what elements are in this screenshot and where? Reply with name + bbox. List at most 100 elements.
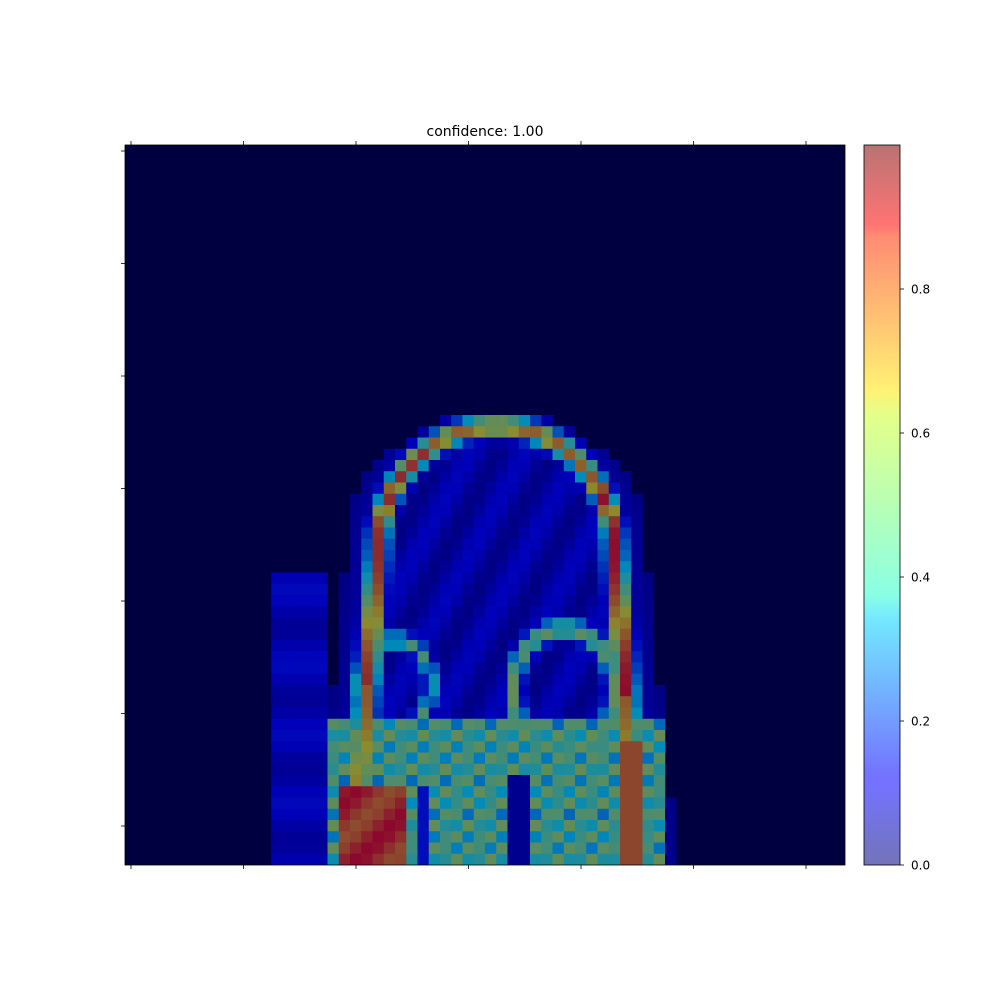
heatmap-cell xyxy=(597,752,610,765)
heatmap-cell xyxy=(462,505,475,517)
heatmap-cell xyxy=(530,662,542,675)
heatmap-cell xyxy=(665,842,677,855)
heatmap-cell xyxy=(496,583,508,596)
heatmap-cell xyxy=(361,572,373,585)
heatmap-cell xyxy=(428,752,441,765)
heatmap-cell xyxy=(417,696,430,708)
heatmap-cell xyxy=(316,651,328,663)
heatmap-cell xyxy=(406,505,418,517)
heatmap-cell xyxy=(530,730,542,742)
heatmap-cell xyxy=(642,685,655,697)
heatmap-cell xyxy=(496,763,508,776)
heatmap-cell xyxy=(496,482,508,495)
heatmap-cell xyxy=(608,493,621,506)
heatmap-cell xyxy=(462,550,475,562)
heatmap-cell xyxy=(518,426,531,438)
heatmap-cell xyxy=(451,426,463,438)
heatmap-cell xyxy=(395,561,407,573)
heatmap-cell xyxy=(597,831,610,843)
heatmap-cell xyxy=(271,775,283,787)
heatmap-cell xyxy=(507,516,520,528)
heatmap-cell xyxy=(440,448,452,461)
heatmap-cell xyxy=(597,550,610,562)
heatmap-cell xyxy=(406,572,418,585)
heatmap-cell xyxy=(597,572,610,585)
heatmap-cell xyxy=(462,651,475,663)
heatmap-cell xyxy=(462,775,475,787)
heatmap-cell xyxy=(406,606,418,618)
heatmap-cell xyxy=(597,730,610,742)
heatmap-cell xyxy=(541,426,553,438)
heatmap-cell xyxy=(316,831,328,843)
heatmap-cell xyxy=(462,696,475,708)
heatmap-cell xyxy=(451,460,463,472)
heatmap-cell xyxy=(473,426,486,438)
heatmap-cell xyxy=(485,640,497,652)
heatmap-cell xyxy=(383,617,396,630)
heatmap-cell xyxy=(507,538,520,551)
heatmap-cell xyxy=(383,595,396,607)
heatmap-cell xyxy=(473,673,486,686)
heatmap-cell xyxy=(496,415,508,427)
heatmap-cell xyxy=(653,696,666,708)
heatmap-cell xyxy=(473,775,486,787)
heatmap-cell xyxy=(530,527,542,540)
heatmap-cell xyxy=(350,797,362,810)
heatmap-cell xyxy=(642,741,655,753)
heatmap-cell xyxy=(428,628,441,641)
heatmap-cell xyxy=(575,662,587,675)
heatmap-cell xyxy=(338,572,351,585)
heatmap-cell xyxy=(631,640,643,652)
heatmap-cell xyxy=(293,651,306,663)
heatmap-cell xyxy=(563,820,576,832)
heatmap-cell xyxy=(642,820,655,832)
heatmap-cell xyxy=(316,842,328,855)
heatmap-cell xyxy=(473,707,486,720)
heatmap-cell xyxy=(608,583,621,596)
heatmap-cell xyxy=(271,797,283,810)
heatmap-cell xyxy=(293,730,306,742)
heatmap-cell xyxy=(530,820,542,832)
heatmap-cell xyxy=(507,460,520,472)
heatmap-cell xyxy=(608,460,621,472)
heatmap-cell xyxy=(552,595,565,607)
heatmap-cell xyxy=(372,696,385,708)
heatmap-cell xyxy=(417,595,430,607)
heatmap-cell xyxy=(507,415,520,427)
heatmap-cell xyxy=(440,842,452,855)
heatmap-cell xyxy=(361,471,373,483)
heatmap-cell xyxy=(653,820,666,832)
heatmap-cell xyxy=(440,763,452,776)
heatmap-cell xyxy=(597,673,610,686)
heatmap-cell xyxy=(530,786,542,798)
heatmap-cell xyxy=(316,752,328,765)
heatmap-cell xyxy=(428,550,441,562)
heatmap-cell xyxy=(563,493,576,506)
heatmap-cell xyxy=(496,730,508,742)
heatmap-cell xyxy=(530,741,542,753)
heatmap-cell xyxy=(608,617,621,630)
heatmap-cell xyxy=(575,527,587,540)
heatmap-cell xyxy=(462,842,475,855)
heatmap-cell xyxy=(563,741,576,753)
heatmap-cell xyxy=(372,718,385,731)
heatmap-cell xyxy=(271,685,283,697)
heatmap-cell xyxy=(440,606,452,618)
heatmap-cell xyxy=(383,550,396,562)
heatmap-cell xyxy=(327,842,340,855)
heatmap-cell xyxy=(451,606,463,618)
heatmap-cell xyxy=(428,471,441,483)
heatmap-cell xyxy=(327,797,340,810)
heatmap-cell xyxy=(316,797,328,810)
heatmap-cell xyxy=(316,786,328,798)
heatmap-cell xyxy=(552,493,565,506)
heatmap-cell xyxy=(642,752,655,765)
heatmap-cell xyxy=(496,752,508,765)
heatmap-cell xyxy=(293,808,306,821)
heatmap-cell xyxy=(462,437,475,450)
heatmap-cell xyxy=(473,460,486,472)
heatmap-cell xyxy=(372,471,385,483)
heatmap-cell xyxy=(282,617,295,630)
heatmap-cell xyxy=(608,628,621,641)
heatmap-cell xyxy=(597,786,610,798)
